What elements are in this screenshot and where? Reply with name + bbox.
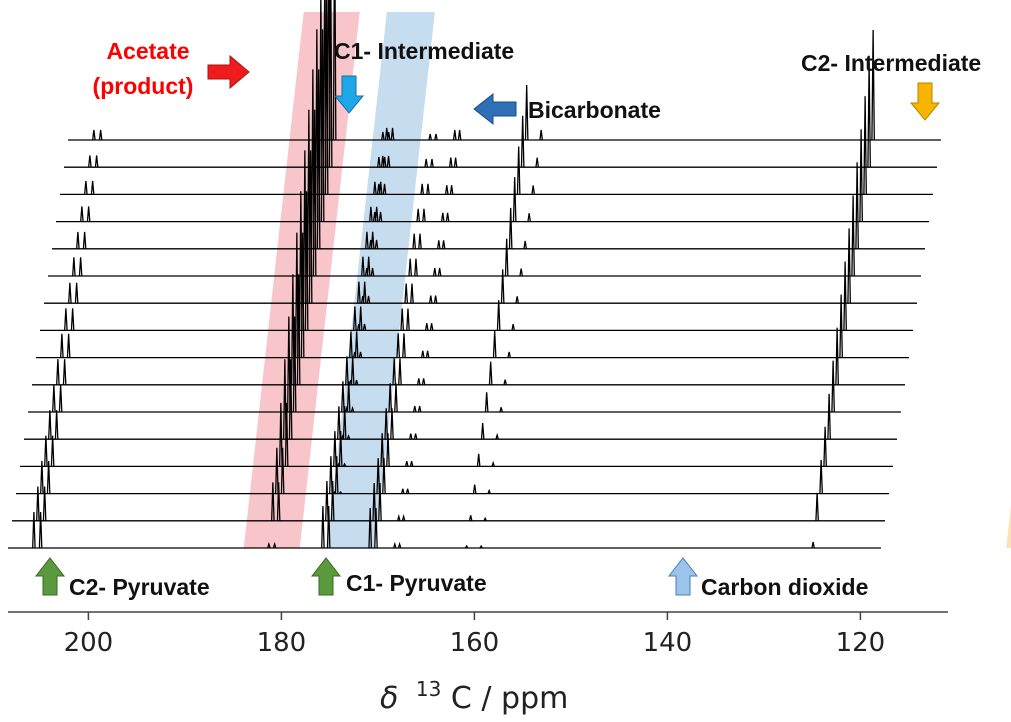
c1-intermediate-band	[326, 12, 435, 548]
spectra-stack	[8, 0, 941, 549]
acetate-label-line2: (product)	[93, 73, 194, 99]
spectrum-trace	[56, 29, 929, 223]
spectrum-trace	[28, 316, 901, 413]
acetate-arrow-icon	[207, 54, 250, 90]
x-axis-title-superscript: 13	[416, 677, 441, 701]
highlight-bands	[243, 12, 1011, 548]
bicarbonate-arrow-icon	[473, 92, 517, 126]
spectrum-trace	[8, 505, 881, 549]
x-axis-title: δ 13 C / ppm	[380, 669, 568, 716]
spectrum-trace	[12, 481, 885, 522]
spectrum-trace	[36, 232, 909, 359]
spectrum-trace	[40, 191, 913, 332]
c1-pyruvate-arrow-icon	[310, 557, 342, 596]
spectrum-trace	[44, 150, 917, 304]
spectrum-trace	[24, 359, 897, 440]
carbon-dioxide-arrow-icon	[667, 557, 699, 596]
x-tick-label: 140	[643, 628, 693, 658]
spectrum-trace	[60, 0, 933, 196]
x-tick-label: 200	[64, 628, 114, 658]
x-tick-label: 160	[450, 628, 500, 658]
spectrum-trace	[20, 402, 893, 468]
acetate-label-line1: Acetate	[106, 38, 189, 64]
spectrum-trace	[32, 274, 905, 386]
spectrum-trace	[48, 109, 921, 277]
c2-intermediate-label: C2- Intermediate	[801, 50, 981, 76]
c1-intermediate-arrow-icon	[333, 75, 365, 114]
c2-pyruvate-label: C2- Pyruvate	[69, 574, 210, 600]
c2-intermediate-arrow-icon	[909, 82, 941, 121]
x-tick-label: 120	[836, 628, 886, 658]
c1-intermediate-label: C1- Intermediate	[334, 38, 514, 64]
spectrum-trace	[16, 447, 889, 495]
spectrum-trace	[64, 0, 937, 168]
bicarbonate-label: Bicarbonate	[528, 97, 661, 123]
spectrum-trace	[52, 69, 925, 250]
carbon-dioxide-label: Carbon dioxide	[701, 574, 868, 600]
c2-pyruvate-arrow-icon	[34, 557, 66, 596]
x-axis-title-unit: C / ppm	[451, 681, 568, 716]
x-tick-label: 180	[257, 628, 307, 658]
x-axis-ticks: 200180160140120100	[64, 612, 886, 658]
spectrum-trace	[68, 0, 941, 141]
c1-pyruvate-label: C1- Pyruvate	[346, 570, 487, 596]
c2-intermediate-band	[1006, 504, 1011, 548]
x-axis-title-delta: δ	[380, 681, 398, 716]
